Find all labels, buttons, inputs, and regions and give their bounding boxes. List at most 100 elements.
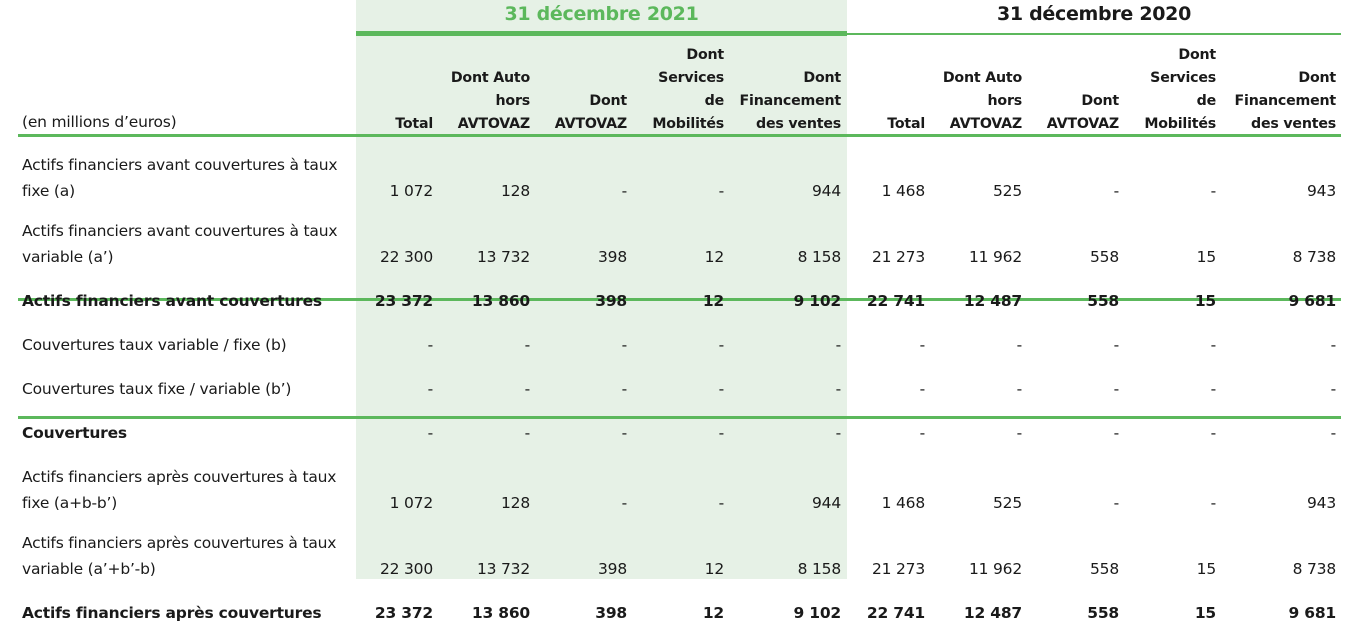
section-rule-2 [18, 416, 1341, 419]
table-cell: - [427, 336, 434, 354]
table-cell: 22 741 [866, 292, 925, 310]
column-header: Dont AVTOVAZ [554, 93, 627, 132]
period-header-2020: 31 décembre 2020 [996, 3, 1192, 25]
financial-assets-table-view: 31 décembre 2021 31 décembre 2020 (en mi… [18, 0, 1341, 622]
table-cell: 23 372 [374, 604, 433, 622]
table-cell: 21 273 [871, 248, 925, 266]
table-cell: 398 [595, 292, 627, 310]
table-cell: 11 962 [968, 248, 1022, 266]
table-cell: - [1016, 380, 1023, 398]
row-label: Actifs financiers après couvertures à ta… [22, 534, 337, 578]
table-row: Actifs financiers avant couvertures à ta… [18, 140, 1341, 210]
column-header: Dont Financement des ventes [739, 70, 842, 132]
table-cell: - [1210, 336, 1217, 354]
table-row: Couvertures taux variable / fixe (b) - -… [18, 320, 1341, 364]
table-cell: 558 [1087, 604, 1119, 622]
row-label: Couvertures taux fixe / variable (b’) [22, 380, 292, 398]
table-cell: - [1113, 182, 1120, 200]
table-cell: - [621, 494, 628, 512]
table-row: Actifs financiers après couvertures à ta… [18, 452, 1341, 522]
table-cell: 525 [993, 182, 1022, 200]
table-cell: - [1210, 494, 1217, 512]
row-label: Actifs financiers avant couvertures [22, 292, 322, 310]
table-cell: 8 738 [1292, 560, 1337, 578]
table-cell: 9 681 [1288, 604, 1336, 622]
table-cell: 398 [598, 248, 627, 266]
table-cell: 22 300 [379, 560, 433, 578]
table-cell: - [1330, 336, 1337, 354]
table-cell: 22 741 [866, 604, 925, 622]
row-label: Actifs financiers avant couvertures à ta… [22, 156, 338, 200]
current-year-highlight [356, 0, 847, 579]
table-cell: - [621, 182, 628, 200]
table-cell: 15 [1194, 292, 1216, 310]
table-cell: 398 [598, 560, 627, 578]
table-cell: 12 [702, 292, 724, 310]
table-cell: 128 [501, 494, 530, 512]
table-cell: 1 072 [389, 494, 434, 512]
table-cell: - [1330, 424, 1337, 442]
table-cell: - [524, 336, 531, 354]
table-cell: 1 468 [881, 182, 926, 200]
table-cell: - [718, 182, 725, 200]
table-cell: - [718, 336, 725, 354]
table-cell: 12 [704, 560, 725, 578]
column-header: Dont Services de Mobilités [1144, 47, 1216, 132]
table-row-subtotal: Actifs financiers après couvertures 23 3… [18, 588, 1341, 632]
table-cell: - [835, 380, 842, 398]
table-cell: - [1210, 380, 1217, 398]
table-cell: 12 [702, 604, 724, 622]
table-cell: - [718, 424, 725, 442]
table-cell: 558 [1090, 560, 1119, 578]
column-header: Dont Services de Mobilités [652, 47, 724, 132]
table-cell: 13 732 [476, 248, 530, 266]
table-cell: - [1113, 424, 1120, 442]
table-cell: - [919, 336, 926, 354]
table-cell: 1 072 [389, 182, 434, 200]
table-cell: - [524, 424, 531, 442]
table-cell: 8 738 [1292, 248, 1337, 266]
row-label: Couvertures [22, 424, 127, 442]
table-cell: - [1330, 380, 1337, 398]
table-cell: 23 372 [374, 292, 433, 310]
table-cell: - [1016, 424, 1023, 442]
table-row-subtotal: Actifs financiers avant couvertures 23 3… [18, 276, 1341, 320]
section-rule-1 [18, 298, 1341, 301]
table-cell: 12 487 [963, 292, 1022, 310]
table-cell: 944 [812, 182, 841, 200]
table-cell: - [835, 424, 842, 442]
table-cell: 13 860 [471, 292, 530, 310]
table-cell: 13 860 [471, 604, 530, 622]
table-cell: 15 [1194, 604, 1216, 622]
table-cell: - [919, 380, 926, 398]
table-cell: 12 487 [963, 604, 1022, 622]
table-row: Actifs financiers avant couvertures à ta… [18, 210, 1341, 276]
table-cell: 9 102 [793, 604, 841, 622]
row-label: Actifs financiers avant couvertures à ta… [22, 222, 338, 266]
table-cell: 8 158 [797, 560, 842, 578]
table-cell: - [427, 380, 434, 398]
financial-assets-table: (en millions d’euros) Total Dont Auto ho… [18, 36, 1341, 632]
table-cell: 398 [595, 604, 627, 622]
table-cell: - [1113, 380, 1120, 398]
table-cell: - [427, 424, 434, 442]
table-cell: - [718, 494, 725, 512]
period-header-2021: 31 décembre 2021 [504, 3, 699, 25]
table-row: Couvertures taux fixe / variable (b’) - … [18, 364, 1341, 408]
table-cell: - [1016, 336, 1023, 354]
column-header: Dont Auto hors AVTOVAZ [942, 70, 1022, 132]
column-header: Dont Financement des ventes [1234, 70, 1337, 132]
row-label: Couvertures taux variable / fixe (b) [22, 336, 287, 354]
column-header: Total [395, 116, 433, 132]
table-cell: 558 [1090, 248, 1119, 266]
table-cell: 8 158 [797, 248, 842, 266]
table-cell: - [1113, 494, 1120, 512]
table-cell: 943 [1307, 182, 1336, 200]
table-cell: 13 732 [476, 560, 530, 578]
table-cell: 9 681 [1288, 292, 1336, 310]
table-cell: 12 [704, 248, 725, 266]
table-cell: 22 300 [379, 248, 433, 266]
table-cell: 128 [501, 182, 530, 200]
column-header-row: (en millions d’euros) Total Dont Auto ho… [18, 36, 1341, 140]
table-cell: - [919, 424, 926, 442]
